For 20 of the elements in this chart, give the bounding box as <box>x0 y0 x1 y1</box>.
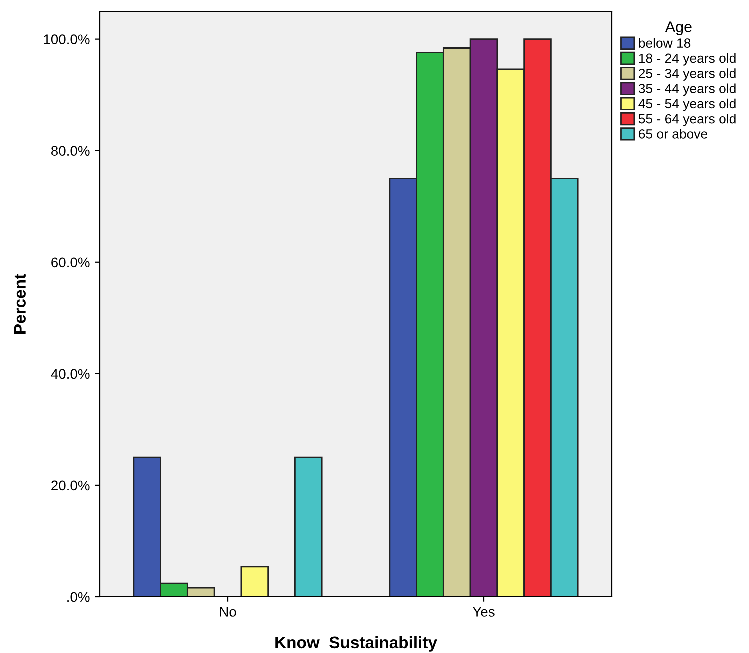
legend-label: 55 - 64 years old <box>638 114 736 126</box>
bar <box>294 456 323 597</box>
x-tick-label: No <box>220 607 236 617</box>
y-tick-label: 60.0% <box>52 258 90 268</box>
y-tick-label: .0% <box>68 592 90 602</box>
x-axis-title: Know Sustainability <box>276 636 438 652</box>
legend-label: 65 or above <box>639 129 708 139</box>
legend-label: 25 - 34 years old <box>639 68 736 81</box>
legend-label: below 18 <box>639 38 691 48</box>
y-tick-label: 40.0% <box>51 369 90 380</box>
y-tick-label: 20.0% <box>52 480 90 491</box>
legend-label: 35 - 44 years old <box>638 84 736 96</box>
y-axis-title: Percent <box>14 274 26 334</box>
y-tick-label: 100.0% <box>44 34 90 44</box>
legend-title: Age <box>665 22 692 36</box>
legend-label: 45 - 54 years old <box>638 98 736 112</box>
x-tick-label: Yes <box>472 607 495 617</box>
bar <box>240 566 270 597</box>
legend-label: 18 - 24 years old <box>639 53 736 66</box>
y-tick-label: 80.0% <box>52 146 90 156</box>
